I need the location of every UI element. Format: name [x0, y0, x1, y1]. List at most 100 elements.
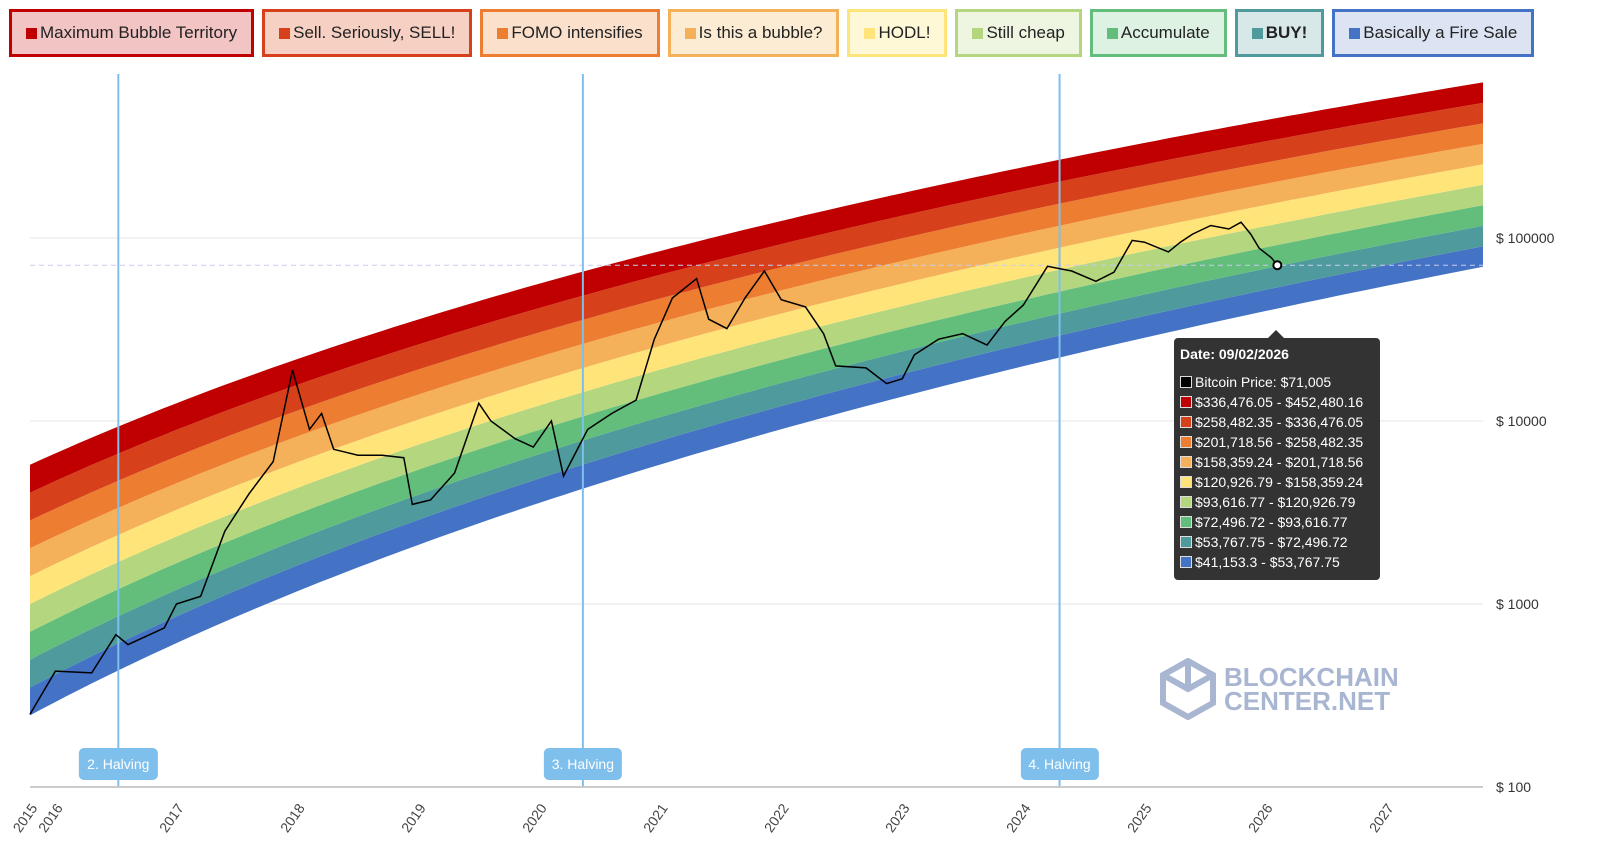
blockchaincenter-logo: BLOCKCHAIN CENTER.NET: [1160, 658, 1399, 720]
tooltip-band-range: $93,616.77 - $120,926.79: [1195, 494, 1356, 510]
band-swatch: [1180, 436, 1192, 448]
rainbow-band-8: [30, 82, 1483, 493]
band-swatch: [1180, 556, 1192, 568]
legend-swatch: [1349, 27, 1361, 39]
legend-swatch: [1106, 27, 1118, 39]
band-marker: [1272, 208, 1282, 218]
band-swatch: [1180, 476, 1192, 488]
tooltip-band-row: $120,926.79 - $158,359.24: [1180, 472, 1374, 492]
x-tick-label: 2018: [277, 800, 308, 835]
legend-item-3[interactable]: Is this a bubble?: [667, 9, 840, 57]
x-tick-label: 2019: [398, 800, 429, 835]
band-marker: [1272, 187, 1282, 197]
tooltip-band-range: $158,359.24 - $201,718.56: [1195, 454, 1364, 470]
band-swatch: [1180, 496, 1192, 508]
current-price-marker: [1272, 260, 1283, 271]
tooltip-band-row: $93,616.77 - $120,926.79: [1180, 492, 1374, 512]
legend-item-2[interactable]: FOMO intensifies: [480, 9, 660, 57]
x-tick-label: 2026: [1245, 800, 1276, 835]
legend-swatch: [684, 27, 696, 39]
halving-label: 3. Halving: [543, 748, 623, 780]
band-swatch: [1180, 396, 1192, 408]
rainbow-band-3: [30, 184, 1483, 632]
band-swatch: [1180, 456, 1192, 468]
halving-label: 4. Halving: [1020, 748, 1099, 780]
tooltip-band-row: $201,718.56 - $258,482.35: [1180, 432, 1374, 452]
legend-label: FOMO intensifies: [511, 23, 643, 42]
rainbow-band-2: [30, 205, 1483, 660]
legend-label: Still cheap: [986, 23, 1065, 42]
x-tick-label: 2015: [9, 800, 40, 835]
legend-swatch: [279, 27, 291, 39]
tooltip-price-row: Bitcoin Price: $71,005: [1180, 372, 1374, 392]
x-tick-label: 2022: [761, 800, 792, 835]
tooltip-band-range: $336,476.05 - $452,480.16: [1195, 394, 1364, 410]
legend-item-0[interactable]: Maximum Bubble Territory: [9, 9, 255, 57]
legend-item-7[interactable]: BUY!: [1234, 9, 1325, 57]
legend: Maximum Bubble Territory Sell. Seriously,…: [9, 9, 1535, 57]
y-tick-label: $ 100000: [1496, 230, 1555, 246]
legend-swatch: [1251, 27, 1263, 39]
tooltip-band-row: $258,482.35 - $336,476.05: [1180, 412, 1374, 432]
band-marker: [1272, 251, 1282, 261]
cube-logo-icon: [1160, 658, 1216, 720]
rainbow-band-6: [30, 123, 1483, 549]
x-tick-label: 2021: [640, 800, 671, 835]
legend-item-6[interactable]: Accumulate: [1089, 9, 1227, 57]
tooltip-band-range: $258,482.35 - $336,476.05: [1195, 414, 1364, 430]
tooltip-band-row: $41,153.3 - $53,767.75: [1180, 552, 1374, 572]
x-tick-label: 2024: [1003, 800, 1034, 835]
band-marker: [1272, 293, 1282, 303]
y-tick-label: $ 100: [1496, 779, 1531, 795]
tooltip-band-row: $336,476.05 - $452,480.16: [1180, 392, 1374, 412]
rainbow-band-4: [30, 164, 1483, 605]
tooltip-date: Date: 09/02/2026: [1180, 346, 1289, 362]
bitcoin-price-line: [29, 221, 1278, 715]
x-tick-label: 2025: [1124, 800, 1155, 835]
watermark-line1: BLOCKCHAIN: [1224, 662, 1399, 692]
tooltip-band-range: $72,496.72 - $93,616.77: [1195, 514, 1348, 530]
legend-swatch: [497, 27, 509, 39]
legend-item-1[interactable]: Sell. Seriously, SELL!: [262, 9, 473, 57]
tooltip-band-row: $158,359.24 - $201,718.56: [1180, 452, 1374, 472]
rainbow-band-0: [30, 246, 1483, 716]
legend-item-4[interactable]: HODL!: [847, 9, 948, 57]
tooltip-band-range: $53,767.75 - $72,496.72: [1195, 534, 1348, 550]
tooltip-band-row: $72,496.72 - $93,616.77: [1180, 512, 1374, 532]
band-swatch: [1180, 536, 1192, 548]
legend-label: HODL!: [878, 23, 931, 42]
legend-item-5[interactable]: Still cheap: [955, 9, 1082, 57]
band-swatch: [1180, 416, 1192, 428]
y-tick-label: $ 10000: [1496, 413, 1547, 429]
tooltip-price: Bitcoin Price: $71,005: [1195, 374, 1332, 390]
band-marker: [1272, 145, 1282, 155]
rainbow-band-5: [30, 143, 1483, 577]
legend-swatch: [972, 27, 984, 39]
y-tick-label: $ 1000: [1496, 596, 1539, 612]
halving-label: 2. Halving: [79, 748, 158, 780]
band-marker: [1272, 124, 1282, 134]
rainbow-band-1: [30, 225, 1483, 688]
legend-label: Sell. Seriously, SELL!: [293, 23, 456, 42]
legend-label: Accumulate: [1120, 23, 1210, 42]
legend-label: Maximum Bubble Territory: [40, 23, 238, 42]
band-marker: [1272, 229, 1282, 239]
legend-swatch: [864, 27, 876, 39]
x-tick-label: 2017: [156, 800, 187, 835]
rainbow-band-7: [30, 102, 1483, 521]
x-tick-label: 2016: [35, 800, 66, 835]
tooltip-band-range: $120,926.79 - $158,359.24: [1195, 474, 1364, 490]
price-swatch: [1180, 376, 1192, 388]
legend-item-8[interactable]: Basically a Fire Sale: [1332, 9, 1535, 57]
x-tick-label: 2023: [882, 800, 913, 835]
band-marker: [1272, 272, 1282, 282]
legend-label: BUY!: [1265, 23, 1308, 42]
x-tick-label: 2020: [519, 800, 550, 835]
legend-label: Is this a bubble?: [698, 23, 823, 42]
tooltip-band-range: $41,153.3 - $53,767.75: [1195, 554, 1340, 570]
band-swatch: [1180, 516, 1192, 528]
legend-swatch: [26, 27, 37, 39]
tooltip: Date: 09/02/2026 Bitcoin Price: $71,005 …: [1174, 330, 1380, 580]
tooltip-band-row: $53,767.75 - $72,496.72: [1180, 532, 1374, 552]
